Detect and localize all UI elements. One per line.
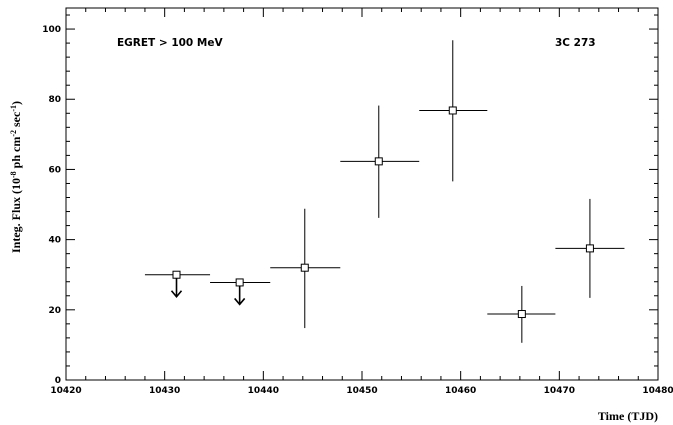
y-axis-title-part2: ph cm [9, 137, 23, 172]
x-tick-label: 10460 [445, 386, 476, 396]
annotation-instrument: EGRET > 100 MeV [117, 37, 223, 49]
x-axis-title: Time (TJD) [598, 409, 658, 423]
data-point [270, 208, 341, 329]
x-tick-label: 10450 [346, 386, 377, 396]
data-marker [585, 244, 594, 253]
x-tick-label: 10430 [149, 386, 180, 396]
y-tick-label: 0 [55, 376, 61, 386]
x-tick-label: 10440 [248, 386, 279, 396]
annotation-source: 3C 273 [555, 37, 596, 49]
data-marker [374, 157, 383, 166]
data-marker [235, 278, 244, 287]
y-axis-title-part1: Integ. Flux (10 [9, 178, 23, 253]
upper-limit-arrow-head [234, 297, 246, 306]
y-axis-title-part4: ) [9, 101, 23, 105]
data-marker [448, 106, 457, 115]
upper-limit-arrow-head [170, 290, 183, 298]
y-tick-label: 40 [48, 236, 61, 246]
y-axis-title-part3: sec [9, 111, 23, 130]
y-tick-label: 20 [48, 306, 61, 316]
y-axis-title-exp1: -8 [9, 171, 18, 178]
data-point [487, 285, 556, 343]
data-points [144, 40, 625, 343]
x-tick-label: 10470 [544, 386, 575, 396]
x-tick-label: 10420 [50, 386, 81, 396]
data-point [419, 40, 488, 182]
x-axis-ticks: 10420 10430 10440 10450 10460 10470 10480 [50, 8, 673, 396]
data-marker [300, 263, 309, 272]
data-point [555, 198, 625, 298]
data-marker [517, 310, 526, 319]
y-axis-ticks: 0 20 40 60 80 100 [42, 14, 658, 386]
upper-limit-point [144, 270, 211, 298]
upper-limit-point [210, 278, 271, 306]
y-axis-title: Integ. Flux (10-8 ph cm-2 sec-1) [9, 101, 24, 253]
data-point [340, 105, 420, 218]
data-marker [172, 270, 181, 279]
y-tick-label: 80 [48, 95, 61, 105]
y-axis-title-exp2: -2 [9, 130, 18, 137]
x-tick-label: 10480 [642, 386, 673, 396]
y-axis-title-exp3: -1 [9, 105, 18, 112]
y-tick-label: 100 [42, 25, 61, 35]
y-tick-label: 60 [48, 165, 61, 175]
